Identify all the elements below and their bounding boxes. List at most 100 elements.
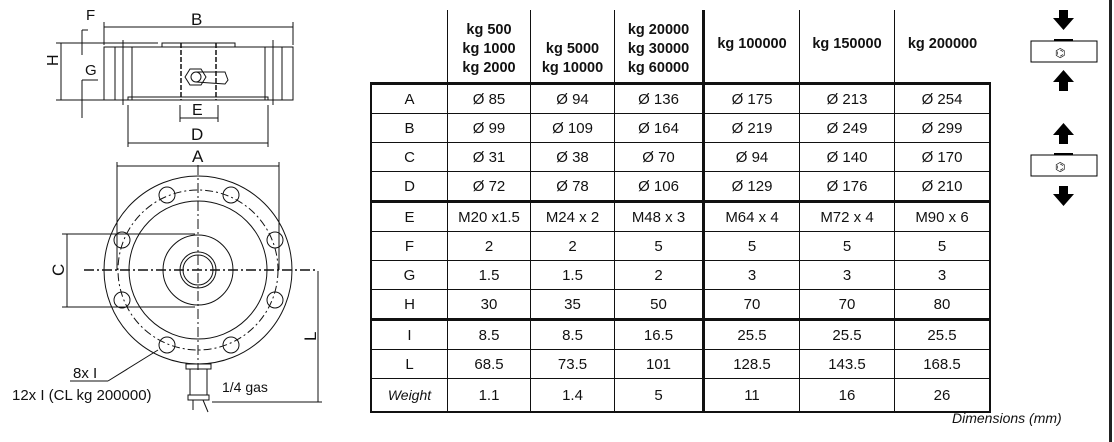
row-label: D bbox=[370, 171, 448, 202]
column-header: kg 500 kg 1000 kg 2000 bbox=[447, 10, 531, 84]
table-cell: 168.5 bbox=[894, 349, 991, 379]
row-label: H bbox=[370, 289, 448, 320]
page-edge-divider bbox=[1109, 0, 1112, 442]
table-cell: 3 bbox=[894, 260, 991, 290]
table-cell: Ø 85 bbox=[447, 82, 531, 114]
table-row: I 8.5 8.5 16.5 25.5 25.5 25.5 bbox=[370, 318, 991, 350]
table-cell: Ø 31 bbox=[447, 142, 531, 172]
row-label: F bbox=[370, 231, 448, 261]
table-cell: Ø 70 bbox=[614, 142, 705, 172]
units-note: Dimensions (mm) bbox=[952, 410, 1062, 426]
dim-label-a: A bbox=[192, 147, 204, 166]
table-cell: Ø 164 bbox=[614, 113, 705, 143]
table-cell: M64 x 4 bbox=[703, 200, 800, 232]
table-cell: M20 x1.5 bbox=[447, 200, 531, 232]
column-header: kg 20000 kg 30000 kg 60000 bbox=[614, 10, 705, 84]
table-cell: Ø 299 bbox=[894, 113, 991, 143]
row-label: B bbox=[370, 113, 448, 143]
table-cell: M90 x 6 bbox=[894, 200, 991, 232]
table-cell: M24 x 2 bbox=[530, 200, 615, 232]
row-label: Weight bbox=[370, 378, 448, 413]
table-cell: 70 bbox=[703, 289, 800, 320]
table-cell: 8.5 bbox=[530, 318, 615, 350]
table-cell: 50 bbox=[614, 289, 705, 320]
table-cell: 5 bbox=[614, 231, 705, 261]
table-cell: 8.5 bbox=[447, 318, 531, 350]
table-cell: Ø 99 bbox=[447, 113, 531, 143]
load-direction-icons: ⌬ ⌬ bbox=[1030, 10, 1098, 206]
dim-label-f: F bbox=[86, 7, 95, 24]
table-cell: 1.5 bbox=[530, 260, 615, 290]
table-cell: 5 bbox=[894, 231, 991, 261]
column-header: kg 200000 bbox=[894, 10, 990, 84]
table-row: E M20 x1.5 M24 x 2 M48 x 3 M64 x 4 M72 x 4 M90… bbox=[370, 200, 991, 232]
load-cell-drawing: B F G H E D A C L 8x I 12x I (CL bbox=[12, 7, 322, 413]
row-label: I bbox=[370, 318, 448, 350]
dim-label-e: E bbox=[192, 102, 203, 119]
dim-label-c: C bbox=[49, 264, 68, 276]
table-cell: 80 bbox=[894, 289, 991, 320]
row-label: A bbox=[370, 82, 448, 114]
table-cell: Ø 254 bbox=[894, 82, 991, 114]
table-cell: Ø 78 bbox=[530, 171, 615, 202]
table-cell: 5 bbox=[799, 231, 895, 261]
header-empty bbox=[371, 10, 448, 84]
hole-note-8x: 8x I bbox=[73, 365, 97, 382]
table-cell: 16.5 bbox=[614, 318, 705, 350]
table-cell: Ø 94 bbox=[530, 82, 615, 114]
dim-label-h: H bbox=[45, 54, 62, 66]
table-cell: Ø 219 bbox=[703, 113, 800, 143]
thread-note: 1/4 gas bbox=[222, 379, 268, 395]
table-cell: 143.5 bbox=[799, 349, 895, 379]
row-label: C bbox=[370, 142, 448, 172]
table-cell: M48 x 3 bbox=[614, 200, 705, 232]
table-row: G 1.5 1.5 2 3 3 3 bbox=[370, 260, 991, 290]
table-cell: Ø 140 bbox=[799, 142, 895, 172]
table-cell: Ø 176 bbox=[799, 171, 895, 202]
table-cell: 70 bbox=[799, 289, 895, 320]
svg-text:⌬: ⌬ bbox=[1055, 46, 1065, 60]
dim-label-l: L bbox=[301, 332, 320, 341]
dim-label-b: B bbox=[191, 10, 202, 29]
table-cell: Ø 38 bbox=[530, 142, 615, 172]
dimensions-table: kg 500 kg 1000 kg 2000 kg 5000 kg 10000 kg … bbox=[370, 10, 991, 413]
table-cell: 128.5 bbox=[703, 349, 800, 379]
table-cell: 25.5 bbox=[799, 318, 895, 350]
table-cell: 5 bbox=[614, 378, 705, 413]
column-header: kg 5000 kg 10000 bbox=[530, 10, 615, 84]
table-cell: Ø 109 bbox=[530, 113, 615, 143]
front-view: A C L 8x I 12x I (CL kg 200000) 1/4 gas bbox=[12, 147, 322, 413]
table-cell: Ø 72 bbox=[447, 171, 531, 202]
table-cell: 5 bbox=[703, 231, 800, 261]
row-label: L bbox=[370, 349, 448, 379]
side-view: B F G H E D bbox=[45, 7, 294, 147]
table-row: L 68.5 73.5 101 128.5 143.5 168.5 bbox=[370, 349, 991, 379]
table-cell: 3 bbox=[703, 260, 800, 290]
hole-note-12x: 12x I (CL kg 200000) bbox=[12, 387, 152, 404]
table-cell: Ø 210 bbox=[894, 171, 991, 202]
table-cell: Ø 249 bbox=[799, 113, 895, 143]
table-row: H 30 35 50 70 70 80 bbox=[370, 289, 991, 320]
svg-text:⌬: ⌬ bbox=[1055, 160, 1065, 174]
table-cell: 101 bbox=[614, 349, 705, 379]
table-cell: 2 bbox=[530, 231, 615, 261]
table-cell: 1.1 bbox=[447, 378, 531, 413]
table-cell: M72 x 4 bbox=[799, 200, 895, 232]
table-cell: 2 bbox=[614, 260, 705, 290]
column-header: kg 150000 bbox=[799, 10, 895, 84]
table-cell: Ø 129 bbox=[703, 171, 800, 202]
column-header: kg 100000 bbox=[703, 10, 800, 84]
table-cell: Ø 175 bbox=[703, 82, 800, 114]
table-cell: 26 bbox=[894, 378, 991, 413]
table-cell: 73.5 bbox=[530, 349, 615, 379]
table-cell: 1.5 bbox=[447, 260, 531, 290]
bolt-holes bbox=[113, 186, 284, 354]
dim-label-d: D bbox=[191, 125, 203, 144]
dim-label-g: G bbox=[85, 62, 97, 79]
table-cell: 1.4 bbox=[530, 378, 615, 413]
